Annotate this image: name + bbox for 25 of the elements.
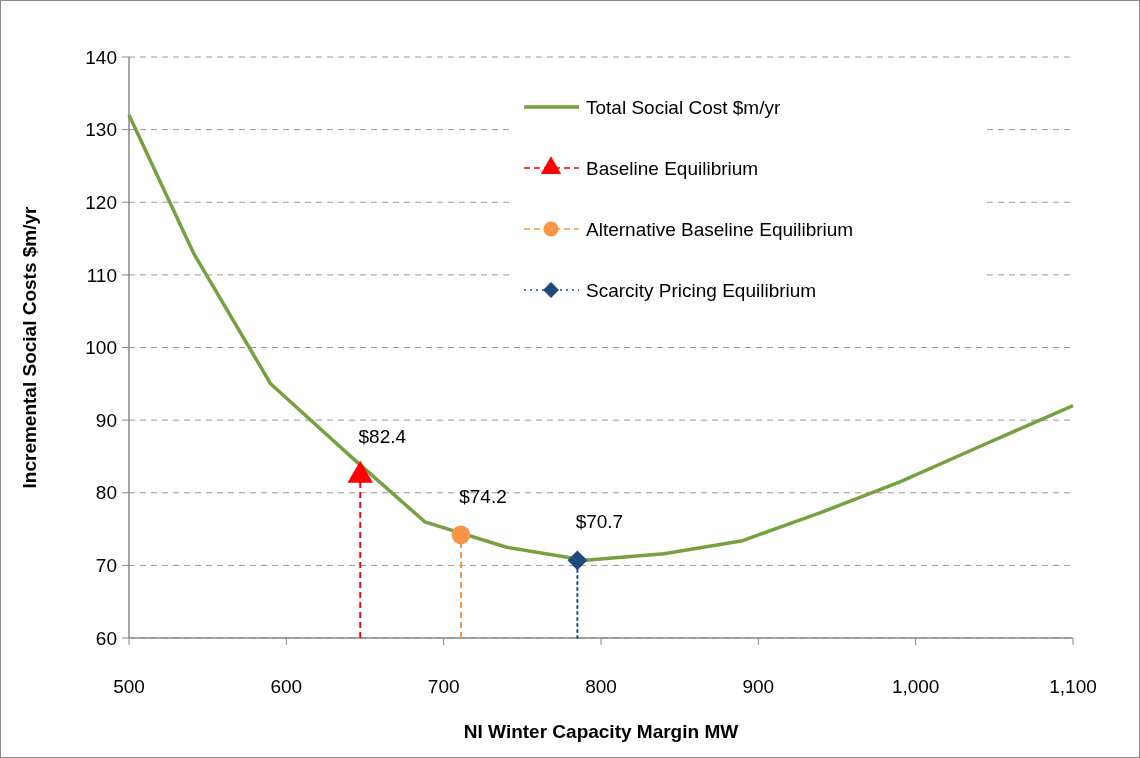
x-tick-label: 1,000 <box>891 676 940 697</box>
x-tick-label: 900 <box>742 676 775 697</box>
legend-label: Baseline Equilibrium <box>586 157 759 179</box>
y-tick-label: 140 <box>85 46 117 68</box>
legend-label: Alternative Baseline Equilibrium <box>586 218 854 240</box>
y-tick-label: 130 <box>85 119 117 141</box>
x-axis-title: NI Winter Capacity Margin MW <box>463 721 739 742</box>
y-axis-title: Incremental Social Costs $m/yr <box>19 205 40 489</box>
y-tick-label: 60 <box>95 627 117 649</box>
x-tick-label: 800 <box>585 676 617 697</box>
data-label: $74.2 <box>459 485 507 507</box>
data-label: $70.7 <box>575 511 624 533</box>
x-tick-label: 500 <box>113 676 145 697</box>
y-tick-label: 100 <box>85 337 117 359</box>
x-tick-label: 600 <box>270 676 303 697</box>
data-label: $82.4 <box>358 426 407 448</box>
y-tick-label: 70 <box>95 555 117 577</box>
y-tick-label: 80 <box>95 482 117 504</box>
legend-label: Scarcity Pricing Equilibrium <box>586 279 817 301</box>
y-tick-label: 120 <box>85 191 117 213</box>
legend-label: Total Social Cost $m/yr <box>586 96 781 118</box>
x-tick-label: 700 <box>427 676 460 697</box>
y-tick-label: 90 <box>95 409 117 431</box>
x-tick-label: 1,100 <box>1049 676 1097 697</box>
y-tick-label: 110 <box>86 264 117 286</box>
